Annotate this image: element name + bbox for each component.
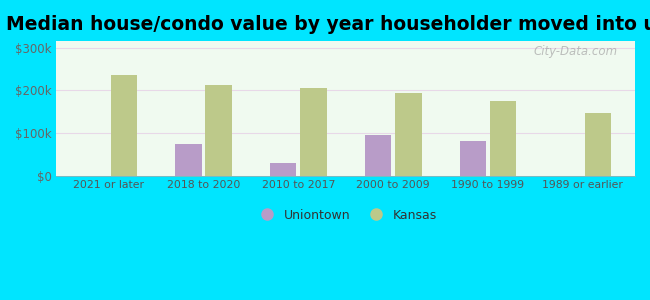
Bar [490,101,517,176]
Bar [205,85,232,176]
Bar [585,113,611,176]
Bar [111,75,137,176]
Bar [175,144,202,176]
Bar [460,141,486,176]
Bar [395,93,422,176]
Bar [365,136,391,176]
Text: City-Data.com: City-Data.com [534,45,618,58]
Bar [270,164,296,176]
Bar [300,88,327,176]
Title: Median house/condo value by year householder moved into unit: Median house/condo value by year househo… [6,15,650,34]
Legend: Uniontown, Kansas: Uniontown, Kansas [249,204,443,227]
